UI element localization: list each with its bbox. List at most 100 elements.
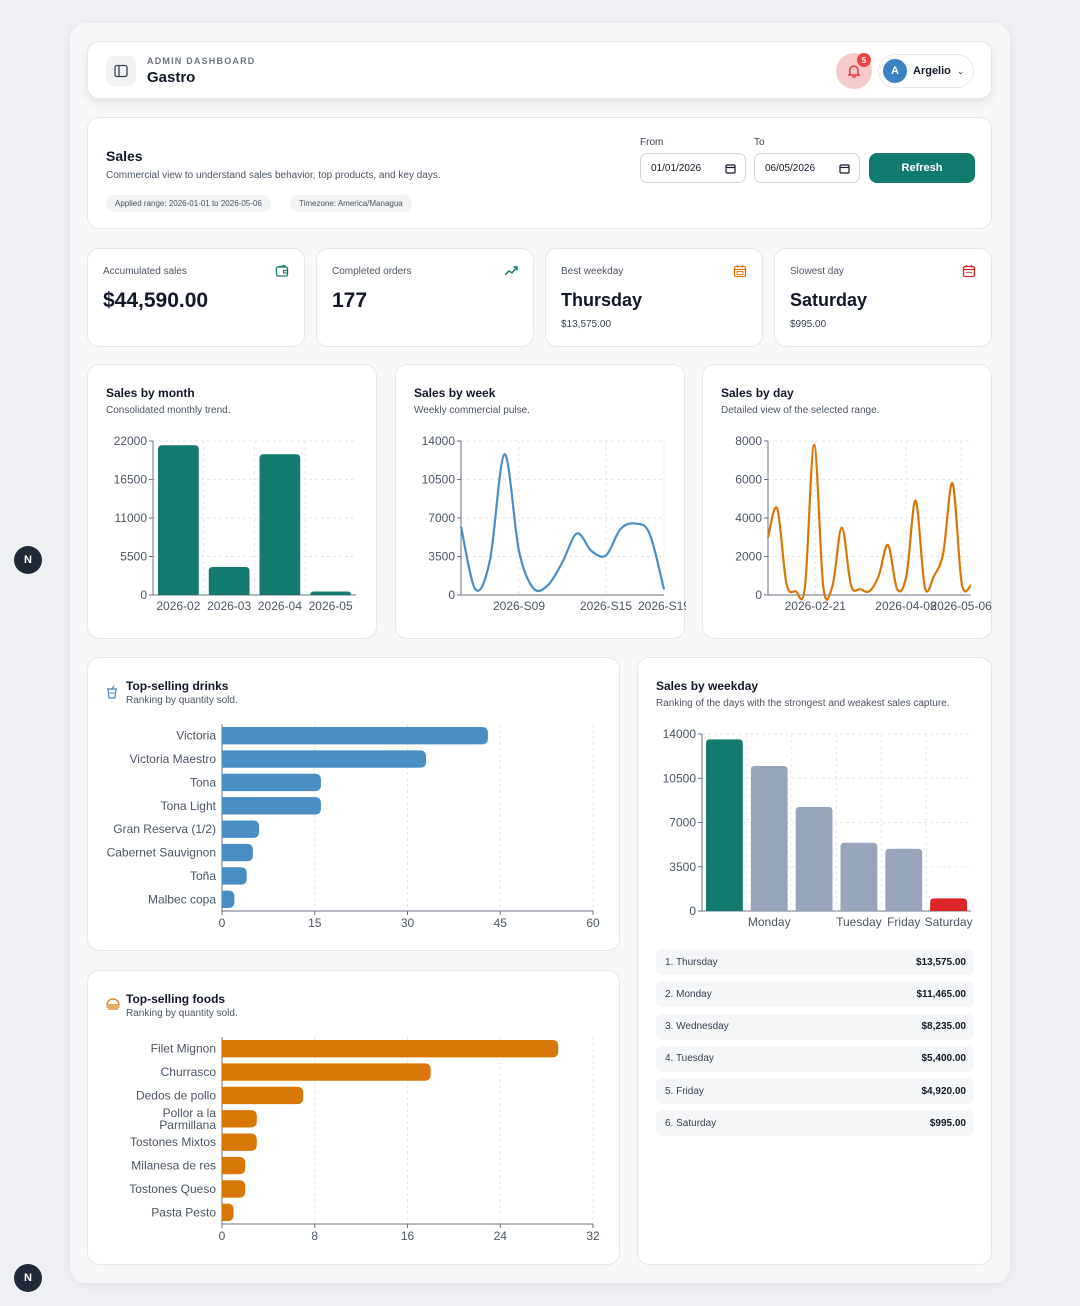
rank-value: $5,400.00: [921, 1053, 967, 1065]
kpi-label: Accumulated sales: [103, 266, 187, 277]
bar: [222, 890, 235, 908]
from-date-value: 01/01/2026: [651, 162, 702, 174]
y-tick-label: 3500: [428, 550, 455, 564]
top-drinks-card: Top-selling drinks Ranking by quantity s…: [87, 657, 620, 951]
bar: [840, 842, 878, 911]
to-label: To: [754, 137, 765, 148]
kpi-best-weekday: Best weekday Thursday $13,575.00: [545, 248, 763, 347]
y-tick-label: Churrasco: [161, 1065, 217, 1079]
x-tick-label: 32: [586, 1229, 600, 1243]
kpi-value: Thursday: [561, 290, 643, 310]
x-tick-label: 30: [401, 916, 415, 930]
kpi-subvalue: $995.00: [790, 319, 827, 330]
y-tick-label: 3500: [669, 860, 696, 874]
y-tick-label: 0: [448, 588, 455, 602]
y-tick-label: 22000: [114, 434, 148, 448]
x-tick-label: 2026-04-08: [875, 599, 937, 613]
y-tick-label: Tostones Queso: [129, 1182, 216, 1196]
bar: [222, 1156, 246, 1175]
x-tick-label: 16: [401, 1229, 415, 1243]
y-tick-label: Dedos de pollo: [136, 1088, 216, 1102]
list-item: 1. Thursday $13,575.00: [656, 949, 974, 975]
chart-title: Top-selling foods: [126, 992, 226, 1006]
bar: [222, 1040, 559, 1058]
sales-by-day-card: Sales by day Detailed view of the select…: [702, 364, 992, 639]
to-date-value: 06/05/2026: [765, 162, 816, 174]
kpi-slowest-day: Slowest day Saturday $995.00: [774, 248, 992, 347]
bar: [222, 1086, 304, 1105]
y-tick-label: Filet Mignon: [151, 1042, 216, 1056]
timezone-chip: Timezone: America/Managua: [290, 195, 412, 212]
y-tick-label: Milanesa de res: [131, 1159, 216, 1173]
y-tick-label: 4000: [735, 511, 762, 525]
x-tick-label: Friday: [887, 915, 920, 929]
top-header: ADMIN DASHBOARD Gastro 5 A Argelio ⌄: [87, 41, 992, 99]
y-tick-label: 7000: [428, 511, 455, 525]
y-tick-label: 10500: [663, 771, 697, 785]
chart-title: Sales by week: [414, 386, 496, 400]
sales-by-weekday-card: Sales by weekday Ranking of the days wit…: [637, 657, 992, 1265]
rank-value: $8,235.00: [921, 1021, 967, 1033]
x-tick-label: 2026-S09: [493, 599, 545, 613]
y-tick-label: 8000: [735, 434, 762, 448]
devtools-button[interactable]: N: [14, 1264, 42, 1292]
bar: [208, 567, 250, 595]
user-menu-button[interactable]: A Argelio ⌄: [878, 54, 974, 88]
sales-by-month-card: Sales by month Consolidated monthly tren…: [87, 364, 377, 639]
chart-title: Sales by weekday: [656, 679, 759, 693]
series-line: [766, 443, 973, 601]
x-tick-label: Saturday: [925, 915, 973, 929]
chart-subtitle: Detailed view of the selected range.: [721, 405, 880, 416]
x-tick-label: 2026-02-21: [785, 599, 847, 613]
sales-by-week-card: Sales by week Weekly commercial pulse. 0…: [395, 364, 686, 639]
y-tick-label: Tostones Mixtos: [130, 1135, 216, 1149]
y-tick-label: 10500: [422, 473, 456, 487]
header-eyebrow: ADMIN DASHBOARD: [147, 56, 256, 66]
rank-label: 1. Thursday: [665, 956, 718, 968]
bar: [222, 867, 247, 885]
to-date-input[interactable]: 06/05/2026: [754, 153, 860, 183]
bell-icon: [847, 65, 861, 78]
refresh-button[interactable]: Refresh: [869, 153, 975, 183]
calendar-icon[interactable]: [839, 163, 850, 174]
chart-subtitle: Ranking by quantity sold.: [126, 695, 238, 706]
cup-icon: [107, 685, 117, 699]
sales-by-month-chart: 0 5500 11000 16500 22000 2026-02 2026-03 2026-0…: [114, 434, 356, 613]
rank-label: 3. Wednesday: [665, 1021, 729, 1033]
bar: [222, 820, 260, 838]
food-icon: [106, 998, 120, 1010]
x-tick-label: 0: [219, 916, 226, 930]
sales-by-weekday-chart: 0 3500 7000 10500 14000 Monday Tuesday Friday Sa…: [663, 727, 973, 929]
sidebar-toggle-button[interactable]: [106, 56, 136, 86]
rank-value: $11,465.00: [916, 988, 967, 1000]
x-tick-label: 2026-S15: [580, 599, 632, 613]
wallet-icon: [275, 264, 289, 277]
devtools-button[interactable]: N: [14, 546, 42, 574]
x-tick-label: 2026-02: [156, 599, 200, 613]
chart-title: Sales by month: [106, 386, 195, 400]
from-date-input[interactable]: 01/01/2026: [640, 153, 746, 183]
kpi-accumulated-sales: Accumulated sales $44,590.00: [87, 248, 305, 347]
calendar-icon[interactable]: [725, 163, 736, 174]
x-tick-label: 2026-04: [258, 599, 302, 613]
user-name: Argelio: [913, 65, 951, 77]
x-tick-label: 8: [311, 1229, 318, 1243]
bar: [706, 739, 743, 911]
weekday-ranking-list: 1. Thursday $13,575.00 2. Monday $11,465.0…: [656, 949, 974, 1143]
list-item: 6. Saturday $995.00: [656, 1110, 974, 1137]
rank-value: $13,575.00: [915, 956, 966, 968]
kpi-subvalue: $13,575.00: [561, 319, 612, 330]
y-tick-label: 14000: [422, 434, 456, 448]
rank-label: 5. Friday: [665, 1085, 704, 1097]
kpi-completed-orders: Completed orders 177: [316, 248, 534, 347]
y-tick-label: 6000: [735, 473, 762, 487]
sales-by-day-chart: 0 2000 4000 6000 8000 2026-02-21 2026-04-08202…: [735, 434, 992, 613]
y-tick-label: Cabernet Sauvignon: [107, 846, 216, 860]
y-tick-label: Parmillana: [159, 1118, 216, 1132]
list-item: 2. Monday $11,465.00: [656, 981, 974, 1008]
y-tick-label: 16500: [114, 473, 148, 487]
x-tick-label: 15: [308, 916, 322, 930]
x-tick-label: 2026-S19: [638, 599, 686, 613]
list-item: 5. Friday $4,920.00: [656, 1078, 974, 1105]
bar: [222, 843, 253, 862]
